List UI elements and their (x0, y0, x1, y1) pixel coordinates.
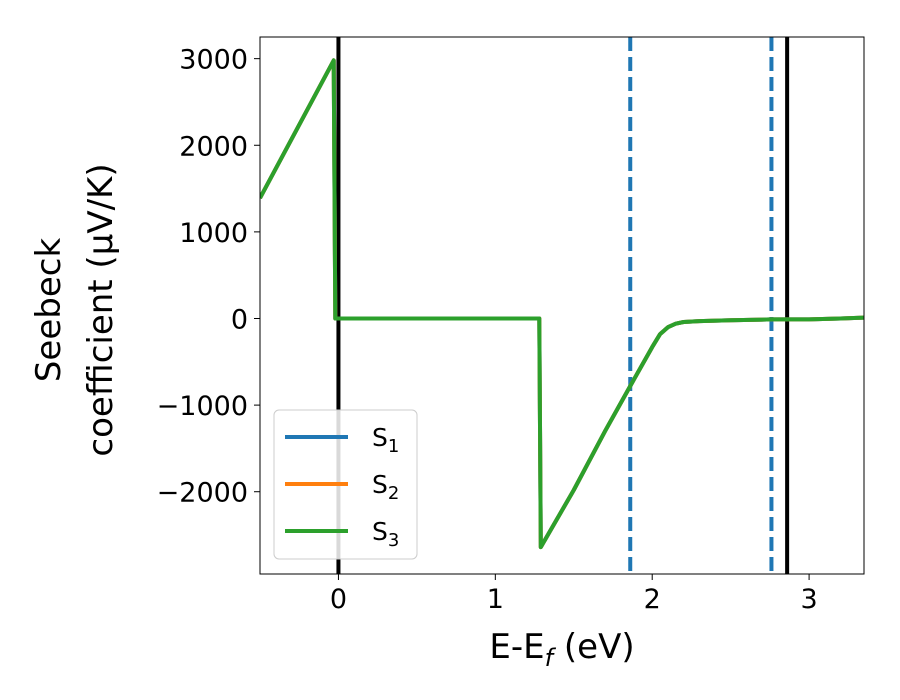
x-axis: 0 1 2 3 (330, 574, 818, 615)
series-line-3 (260, 58, 864, 550)
x-tick-label: 3 (800, 584, 817, 615)
y-tick-label: −1000 (157, 391, 248, 422)
y-axis-label-line1: Seebeck (29, 238, 69, 383)
y-tick-label: 0 (231, 304, 248, 335)
x-tick-label: 1 (487, 584, 504, 615)
plot-frame (259, 36, 865, 575)
legend-label-1: S1 (372, 423, 399, 457)
y-axis-label-line2: coefficient (μV/K) (81, 163, 121, 456)
x-tick-label: 0 (330, 584, 347, 615)
series-layer (260, 58, 864, 550)
legend: S1 S2 S3 (273, 409, 418, 560)
x-axis-label: E-Ef (eV) (489, 627, 634, 672)
y-tick-label: 1000 (179, 218, 248, 249)
y-axis-label: Seebeck coefficient (μV/K) (29, 163, 121, 456)
y-tick-label: 3000 (179, 45, 248, 76)
legend-label-3: S3 (372, 517, 399, 551)
x-tick-label: 2 (644, 584, 661, 615)
y-tick-label: 2000 (179, 131, 248, 162)
y-axis: 3000 2000 1000 0 −1000 −2000 (157, 45, 260, 509)
y-tick-label: −2000 (157, 478, 248, 509)
legend-label-2: S2 (372, 470, 399, 504)
